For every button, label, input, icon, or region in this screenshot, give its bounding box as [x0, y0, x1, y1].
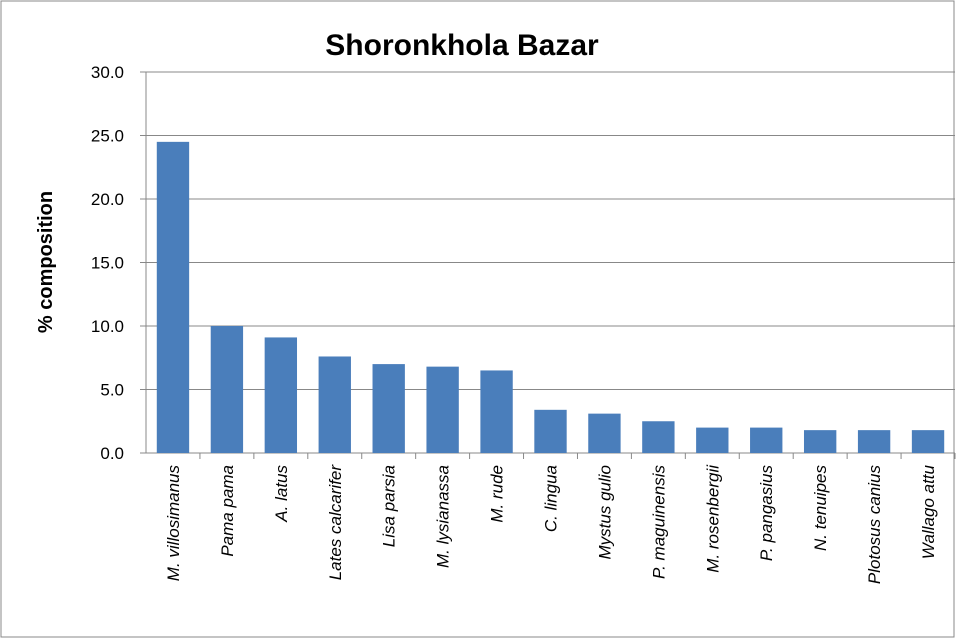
- bar: [156, 141, 190, 453]
- y-tick-label: 30.0: [91, 63, 124, 82]
- x-tick-label: A. latus: [272, 465, 291, 523]
- y-tick-label: 15.0: [91, 254, 124, 273]
- x-tick-label: M. villosimanus: [164, 465, 183, 582]
- y-tick-label: 25.0: [91, 127, 124, 146]
- x-tick-label: P. pangasius: [757, 465, 776, 562]
- bar: [264, 337, 298, 453]
- bar: [911, 430, 945, 453]
- x-tick-label: Plotosus canius: [865, 465, 884, 585]
- chart-title: Shoronkhola Bazar: [325, 29, 599, 62]
- bar: [696, 427, 729, 453]
- bar: [426, 366, 459, 453]
- x-tick-label: Lates calcarifer: [326, 464, 345, 581]
- bar: [534, 409, 567, 453]
- x-tick-label: Lisa parsia: [380, 465, 399, 547]
- x-tick-label: M. lysianassa: [434, 465, 453, 568]
- x-tick-label: M. rosenbergii: [703, 464, 722, 573]
- x-tick-label: N. tenuipes: [811, 465, 830, 551]
- y-tick-label: 0.0: [100, 444, 124, 463]
- bar: [750, 427, 783, 453]
- y-tick-label: 10.0: [91, 317, 124, 336]
- x-tick-label: P. maguinensis: [649, 465, 668, 580]
- bar: [857, 430, 891, 453]
- bar: [210, 326, 244, 453]
- bar: [642, 421, 675, 453]
- bar: [318, 356, 351, 453]
- x-tick-label: M. rude: [488, 465, 507, 523]
- y-tick-label: 20.0: [91, 190, 124, 209]
- x-tick-label: C. lingua: [542, 465, 561, 532]
- bar: [480, 370, 513, 453]
- bar: [803, 430, 837, 453]
- x-tick-label: Mystus gulio: [595, 465, 614, 559]
- x-tick-label: Wallago attu: [919, 464, 938, 559]
- bar: [372, 364, 405, 453]
- bar: [588, 413, 621, 453]
- x-tick-label: Pama pama: [218, 465, 237, 557]
- y-axis-title: % composition: [35, 191, 57, 333]
- y-tick-label: 5.0: [100, 381, 124, 400]
